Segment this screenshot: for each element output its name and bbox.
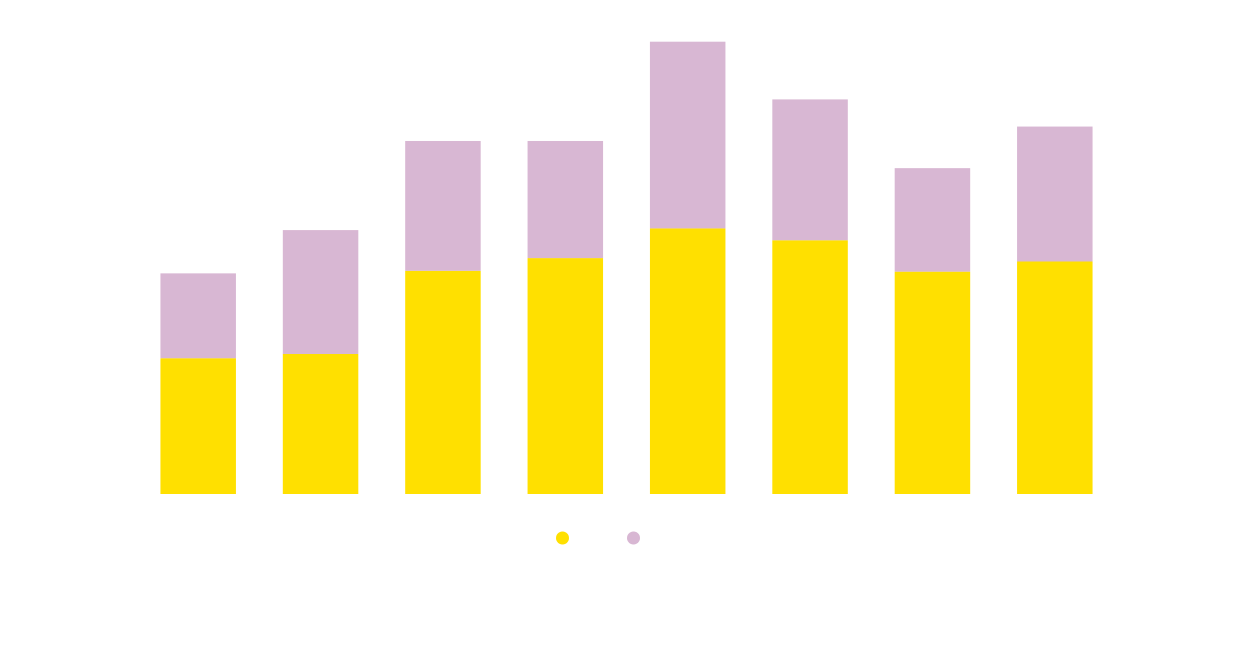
- bar-segment-s1-c5: [649, 228, 726, 494]
- bar-segment-s2-c4: [527, 140, 604, 259]
- bar-segment-s2-c5: [649, 41, 726, 229]
- legend-marker-2: [627, 531, 640, 545]
- legend-item-1: [556, 531, 569, 545]
- bar-segment-s1-c3: [405, 270, 481, 494]
- bar-segment-s2-c8: [1017, 126, 1093, 262]
- bar-segment-s2-c2: [282, 230, 359, 354]
- bar-segment-s2-c6: [772, 99, 848, 241]
- legend-item-2: [627, 531, 640, 545]
- bars-layer: [160, 41, 1093, 494]
- bar-segment-s2-c1: [160, 273, 236, 359]
- legend: [556, 531, 640, 545]
- bar-segment-s1-c6: [772, 240, 848, 494]
- bar-segment-s2-c3: [405, 140, 481, 271]
- bar-segment-s1-c2: [282, 353, 359, 494]
- bar-segment-s1-c4: [527, 258, 604, 494]
- bar-segment-s1-c8: [1017, 261, 1093, 494]
- bar-segment-s1-c1: [160, 358, 236, 494]
- bar-segment-s1-c7: [894, 271, 971, 494]
- legend-marker-1: [556, 531, 569, 545]
- bar-segment-s2-c7: [894, 168, 971, 272]
